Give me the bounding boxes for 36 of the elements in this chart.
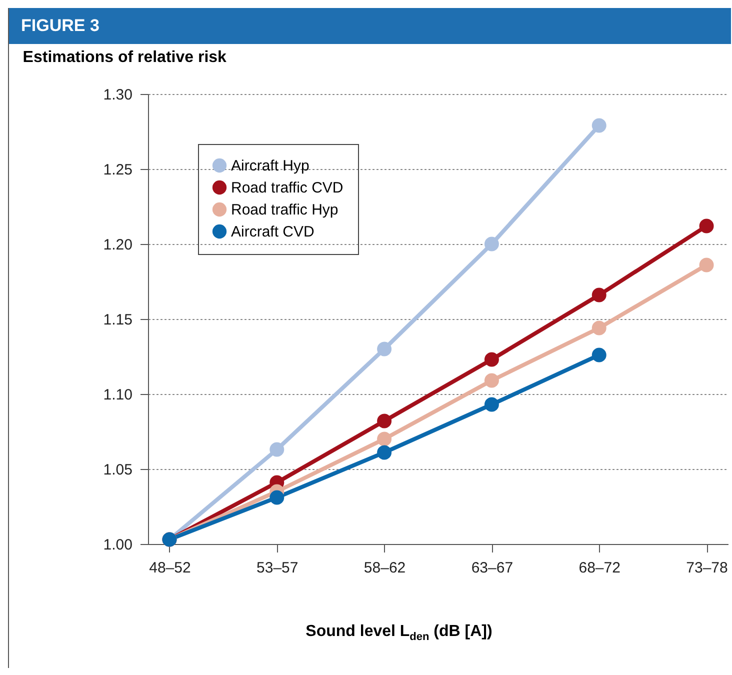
y-tick-label: 1.30 [103, 86, 132, 104]
x-axis-title: Sound level L$_{den}$ (dB [A]) [304, 623, 494, 644]
point [592, 348, 606, 362]
y-tick-label: 1.10 [103, 386, 132, 404]
y-tick-label: 1.15 [103, 312, 132, 328]
point [484, 352, 499, 367]
point [484, 236, 499, 252]
point [377, 445, 392, 460]
legend-label: Road traffic Hyp [231, 202, 338, 218]
chart-subtitle: Estimations of relative risk [22, 49, 227, 66]
chart-title: FIGURE 3 [9, 8, 731, 44]
point [377, 342, 392, 356]
point [699, 218, 714, 234]
point [377, 432, 392, 446]
y-tick-label: 1.20 [103, 236, 132, 254]
legend-label: Road traffic CVD [231, 180, 344, 196]
point [484, 397, 499, 412]
x-tick-label: 58–62 [364, 560, 406, 576]
legend-label: Aircraft Hyp [231, 158, 310, 174]
x-tick-label: 68–72 [578, 560, 620, 576]
point [270, 442, 284, 457]
legend-label: Aircraft CVD [231, 224, 315, 240]
x-tick-label: 48–52 [149, 560, 191, 576]
point [699, 258, 714, 272]
y-tick-label: 1.00 [103, 536, 132, 554]
point [484, 373, 499, 388]
point [592, 288, 606, 302]
y-tick-label: 1.05 [103, 462, 132, 478]
x-tick-label: 53–57 [256, 560, 298, 576]
point [592, 320, 606, 336]
x-tick-label: 73–78 [686, 560, 728, 576]
x-tick-label: 63–67 [471, 560, 514, 576]
y-tick-label: 1.25 [103, 162, 132, 178]
point [592, 118, 606, 133]
point [377, 414, 392, 428]
point [270, 490, 284, 505]
